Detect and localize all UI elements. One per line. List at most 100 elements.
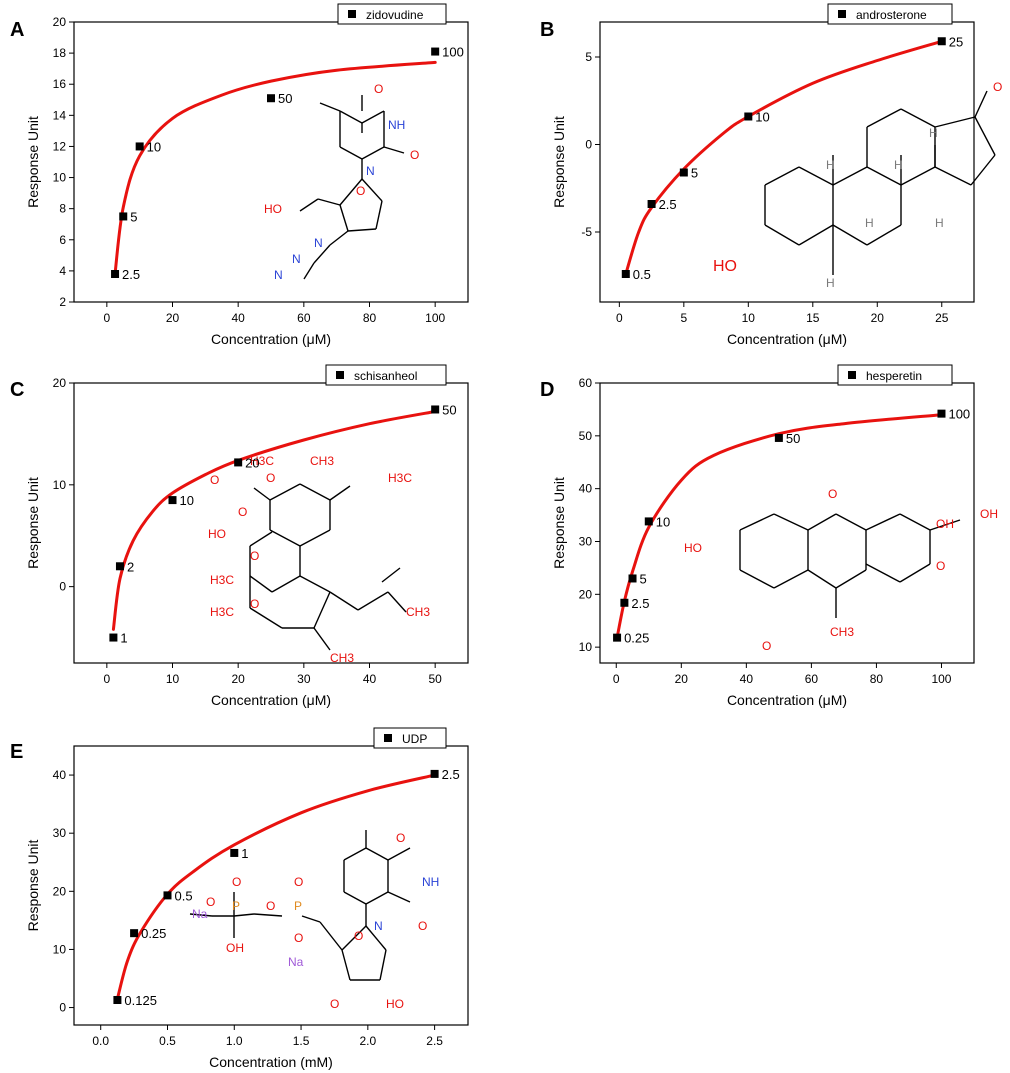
y-tick-label: 8 <box>59 202 66 216</box>
x-tick-label: 30 <box>297 672 311 686</box>
data-point-label: 10 <box>147 139 161 154</box>
atom-label: OH <box>936 517 954 531</box>
data-point-label: 0.25 <box>624 631 649 646</box>
bond-line <box>357 591 389 611</box>
molecule-structure: HO O H H H H H H <box>713 80 1002 290</box>
legend-marker <box>848 371 856 379</box>
data-point-label: 10 <box>180 493 194 508</box>
bond-line <box>365 925 387 951</box>
bond-line <box>253 913 283 917</box>
atom-label: O <box>418 919 427 933</box>
legend-label: UDP <box>402 732 427 746</box>
legend-marker <box>838 10 846 18</box>
bond-line <box>375 200 383 230</box>
bond-line <box>835 569 867 589</box>
data-point <box>647 200 656 208</box>
atom-label: O <box>238 505 247 519</box>
y-tick-label: 4 <box>59 264 66 278</box>
y-tick-label: 30 <box>53 826 67 840</box>
bond-line <box>329 591 359 611</box>
plot-frame <box>599 21 975 303</box>
y-tick-label: 12 <box>53 139 67 153</box>
atom-label: P <box>294 899 302 913</box>
atom-label: Na <box>288 955 304 969</box>
legend-label: zidovudine <box>366 8 424 22</box>
atom-label: H3C <box>210 605 234 619</box>
atom-label: CH3 <box>310 454 334 468</box>
legend-box <box>325 364 447 386</box>
x-tick-label: 60 <box>805 672 819 686</box>
atom-label: H <box>929 126 938 140</box>
data-point <box>163 891 172 900</box>
bond-line <box>773 569 809 589</box>
bond-line <box>361 110 385 124</box>
bond-line <box>299 575 331 593</box>
bond-line <box>361 146 385 160</box>
atom-label: H <box>826 276 835 290</box>
y-tick-label: 0 <box>59 580 66 594</box>
x-tick-label: 0 <box>613 672 620 686</box>
y-tick-label: 10 <box>53 942 67 956</box>
x-tick-label: 100 <box>425 311 445 325</box>
bond-line <box>929 519 961 531</box>
bond-line <box>319 921 343 951</box>
y-tick-label: 0 <box>585 138 592 152</box>
atom-label: O <box>356 184 365 198</box>
data-point <box>937 37 946 46</box>
x-axis-title: Concentration (μM) <box>727 331 847 347</box>
atom-label: O <box>210 473 219 487</box>
bond-line <box>269 483 301 501</box>
bond-line <box>339 204 349 232</box>
data-point <box>644 517 653 526</box>
bond-line <box>865 513 901 531</box>
data-point-label: 0.25 <box>141 926 166 941</box>
bond-line <box>866 224 902 246</box>
atom-label: O <box>232 875 241 889</box>
atom-label: CH3 <box>330 651 354 665</box>
bond-line <box>343 847 367 861</box>
data-point-label: 25 <box>949 34 963 49</box>
y-tick-label: 2 <box>59 295 66 309</box>
bond-line <box>934 116 976 128</box>
atom-label: O <box>294 931 303 945</box>
data-point <box>234 458 243 467</box>
x-tick-label: 0 <box>616 311 623 325</box>
atom-label: O <box>206 895 215 909</box>
bond-line <box>341 925 367 951</box>
fit-curve <box>111 410 437 631</box>
x-tick-label: 40 <box>363 672 377 686</box>
atom-label: CH3 <box>406 605 430 619</box>
y-tick-label: 10 <box>53 171 67 185</box>
bond-line <box>347 228 377 232</box>
bond-line <box>379 949 387 981</box>
bond-line <box>835 513 867 531</box>
bond-line <box>739 569 775 589</box>
atom-label: H3C <box>388 471 412 485</box>
atom-label: OH <box>980 507 998 521</box>
bond-line <box>807 513 837 531</box>
data-point <box>135 142 144 151</box>
atom-label: O <box>410 148 419 162</box>
bond-line <box>233 913 255 917</box>
bond-line <box>301 915 321 923</box>
x-tick-label: 40 <box>231 311 245 325</box>
fit-curve <box>624 39 944 276</box>
bond-line <box>899 563 931 583</box>
atom-label: O <box>250 549 259 563</box>
data-point <box>111 270 120 278</box>
panel-label: D <box>540 379 554 401</box>
x-axis-title: Concentration (μM) <box>211 692 331 708</box>
bond-line <box>303 262 315 280</box>
atom-label: O <box>374 82 383 96</box>
x-tick-label: 1.0 <box>226 1034 243 1048</box>
atom-label: P <box>232 899 240 913</box>
atom-label: H <box>826 158 835 172</box>
atom-label: H <box>894 158 903 172</box>
data-point <box>267 94 275 103</box>
molecule-structure: HO O O CH3 OH OH O <box>684 487 998 653</box>
atom-label: H <box>935 216 944 230</box>
bond-line <box>387 591 407 613</box>
x-tick-label: 20 <box>675 672 689 686</box>
